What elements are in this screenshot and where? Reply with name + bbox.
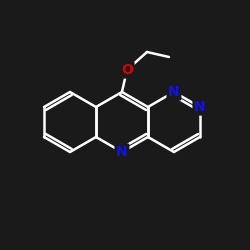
- Text: N: N: [168, 85, 180, 99]
- Text: N: N: [116, 145, 128, 159]
- Text: N: N: [194, 100, 206, 114]
- Text: O: O: [121, 63, 133, 77]
